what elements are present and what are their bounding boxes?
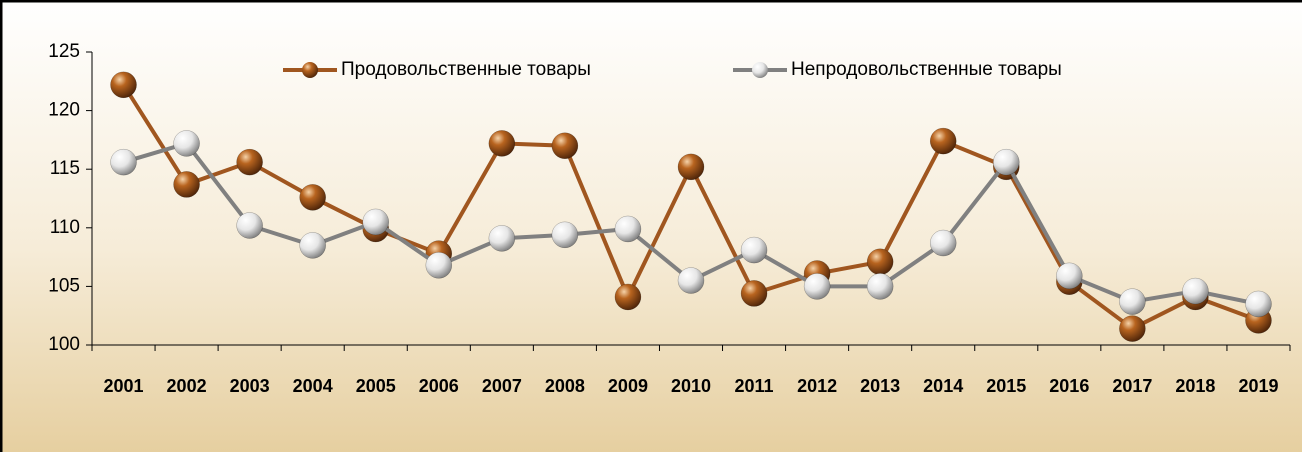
marker (1056, 262, 1083, 290)
marker (236, 212, 263, 239)
marker (677, 153, 705, 181)
x-tick-label: 2006 (419, 376, 459, 396)
x-tick-label: 2013 (860, 376, 900, 396)
marker (362, 208, 389, 236)
marker (803, 273, 831, 300)
marker (236, 148, 263, 176)
x-tick-label: 2002 (167, 376, 207, 396)
y-tick-label: 115 (50, 158, 80, 179)
marker (110, 71, 137, 99)
marker (110, 148, 137, 176)
legend-label: Непродовольственные товары (791, 59, 1062, 80)
marker (929, 127, 957, 155)
marker (1245, 290, 1272, 318)
y-tick-label: 110 (50, 217, 80, 238)
marker (740, 236, 768, 264)
x-tick-label: 2007 (482, 376, 522, 396)
marker (866, 248, 894, 276)
marker (993, 148, 1020, 176)
x-tick-label: 2016 (1049, 376, 1089, 396)
x-tick-label: 2008 (545, 376, 585, 396)
marker (488, 130, 516, 157)
marker (173, 171, 200, 198)
marker (425, 252, 453, 279)
y-tick-label: 100 (48, 334, 80, 355)
marker (551, 221, 579, 249)
x-tick-label: 2019 (1238, 376, 1278, 396)
marker (614, 283, 642, 311)
y-tick-label: 125 (48, 41, 80, 62)
x-tick-label: 2001 (104, 376, 144, 396)
x-tick-label: 2012 (797, 376, 837, 396)
x-tick-label: 2005 (356, 376, 396, 396)
marker (551, 132, 579, 160)
x-tick-label: 2018 (1175, 376, 1215, 396)
marker (677, 267, 705, 294)
marker (488, 225, 516, 252)
marker (929, 229, 957, 257)
marker (1119, 315, 1146, 342)
x-tick-label: 2017 (1112, 376, 1152, 396)
marker (614, 215, 642, 243)
marker (299, 232, 326, 259)
y-tick-label: 105 (48, 275, 80, 296)
x-tick-label: 2015 (986, 376, 1026, 396)
y-tick-label: 120 (48, 100, 80, 121)
x-tick-label: 2004 (293, 376, 333, 396)
marker (740, 280, 768, 307)
x-tick-label: 2011 (735, 376, 774, 396)
x-tick-label: 2009 (608, 376, 648, 396)
x-tick-label: 2014 (923, 376, 963, 396)
marker (1182, 277, 1209, 305)
x-tick-label: 2003 (230, 376, 270, 396)
marker (866, 273, 894, 300)
x-tick-label: 2010 (671, 376, 711, 396)
legend-marker (752, 62, 768, 78)
marker (299, 184, 326, 211)
marker (1119, 288, 1146, 315)
legend-marker (302, 62, 318, 78)
legend-label: Продовольственные товары (341, 59, 591, 80)
marker (173, 130, 200, 157)
